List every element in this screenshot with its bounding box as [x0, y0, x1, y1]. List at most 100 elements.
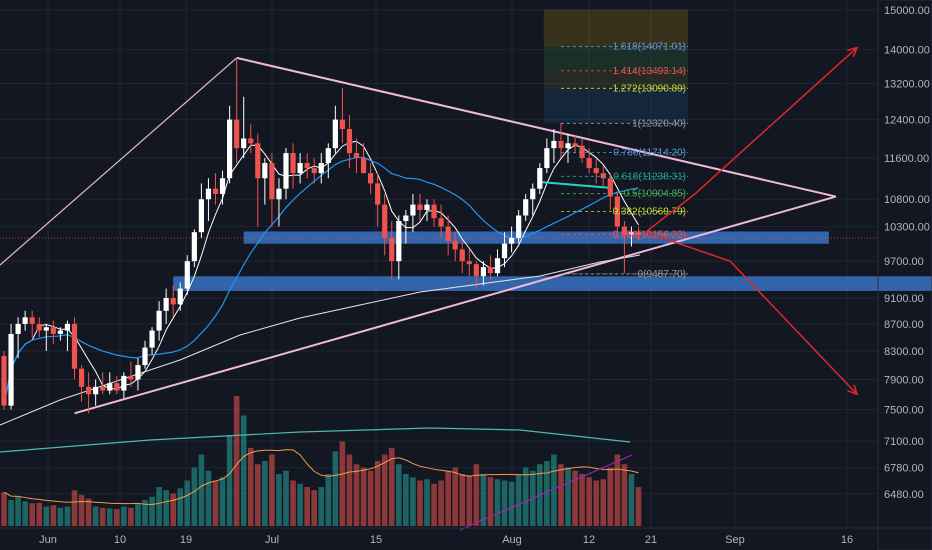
projection-arrowhead [847, 46, 859, 58]
candle-body [184, 261, 190, 289]
projection-arrows [645, 46, 859, 396]
candle-body [71, 323, 78, 369]
y-tick-label: 14000.00 [884, 45, 930, 57]
candle-body [607, 178, 613, 197]
candle-body [318, 163, 324, 174]
candle-body [417, 204, 423, 211]
candle-body [438, 218, 444, 227]
candle-body [572, 143, 578, 146]
volume-bar [417, 480, 423, 526]
volume-bar [628, 474, 635, 526]
candle-body [149, 330, 155, 348]
candle-body [403, 215, 409, 221]
volume-bar [621, 464, 628, 526]
volume-bar [262, 461, 268, 526]
candle-body [93, 386, 99, 395]
candle-body [135, 365, 141, 380]
candle-body [50, 327, 56, 334]
x-tick-label: 16 [841, 534, 853, 546]
volume-bar [522, 467, 529, 526]
candle-body [227, 119, 233, 179]
volume-bar [255, 464, 261, 526]
y-tick-label: 6480.00 [884, 489, 924, 501]
y-tick-label: 7900.00 [884, 375, 924, 387]
candle-body [382, 204, 388, 238]
fib-level-label: 1(12320.40) [632, 118, 686, 129]
volume-bar [466, 475, 473, 526]
candle-body [375, 183, 381, 205]
candle-body [36, 323, 42, 331]
candle-body [128, 375, 134, 380]
volume-bar [1, 492, 7, 526]
symmetrical-triangle [0, 56, 878, 415]
volume-bar [198, 454, 205, 526]
candle-body [121, 375, 127, 391]
volume-bar [403, 474, 409, 526]
candle-body [360, 158, 367, 174]
volume-bar [551, 454, 557, 526]
volume-bar [177, 488, 184, 526]
candle-body [297, 163, 303, 174]
volume-trend-line [459, 454, 633, 531]
volume-bar [438, 480, 444, 526]
fib-level-label: 0.618(11238.31) [613, 171, 686, 182]
fib-level-label: 1.618(14071.01) [613, 42, 686, 53]
fib-shade-band [543, 70, 688, 89]
volume-bar [276, 474, 282, 526]
volume-ma-line [3, 449, 639, 505]
volume-bar [360, 467, 367, 526]
candle-body [170, 297, 176, 305]
volume-bar [106, 508, 113, 526]
candle-body [163, 297, 169, 311]
volume-bar [226, 435, 233, 526]
volume-bar [346, 454, 353, 526]
volume-bar [78, 494, 85, 526]
candle-body [551, 140, 557, 149]
candle-body [156, 310, 162, 331]
candle-body [389, 237, 395, 262]
candle-body [57, 330, 63, 334]
candle-body [523, 199, 529, 216]
candle-body [628, 232, 635, 236]
candle-body [473, 264, 479, 277]
volume-bar [410, 477, 416, 526]
candle-body [325, 148, 331, 164]
volume-bar [184, 480, 191, 526]
volume-bar [50, 505, 57, 526]
x-tick-label: 10 [114, 534, 126, 546]
fib-level-label: 0.382(10569.79) [613, 207, 686, 218]
volume-bar [121, 506, 127, 526]
time-axis[interactable]: Jun 10 19 Jul 15 Aug 12 21 Sep 16 [0, 527, 932, 546]
volume-bar [565, 467, 571, 526]
candle-body [621, 226, 627, 236]
volume-bar [240, 415, 247, 526]
candle-body [544, 148, 550, 169]
candle-body [480, 267, 486, 277]
volume-bar [57, 507, 64, 526]
y-tick-label: 15000.00 [884, 5, 930, 17]
candlesticks [1, 57, 642, 414]
volume-bar [290, 480, 296, 526]
candle-body [100, 386, 106, 391]
price-axis[interactable]: 15000.00 14000.00 13200.00 12400.00 11600.00… [877, 0, 932, 550]
candle-body [114, 383, 120, 391]
candle-body [579, 145, 585, 159]
candle-body [142, 347, 148, 366]
volume-bar [473, 464, 480, 526]
candle-body [494, 258, 501, 274]
fib-shade-band [543, 88, 688, 124]
volume-bar [452, 467, 458, 526]
candle-body [593, 168, 599, 174]
fib-level-label: 0(9487.70) [638, 269, 686, 280]
volume-bar [367, 470, 374, 526]
volume-bar [593, 480, 599, 526]
price-axis-border [877, 0, 932, 550]
candle-body [509, 237, 515, 244]
candle-body [276, 188, 282, 200]
volume-bar [163, 490, 169, 526]
projection-arrowhead [847, 384, 859, 396]
volume-bar [85, 498, 92, 526]
candle-body [558, 140, 564, 149]
candle-body [530, 188, 536, 200]
